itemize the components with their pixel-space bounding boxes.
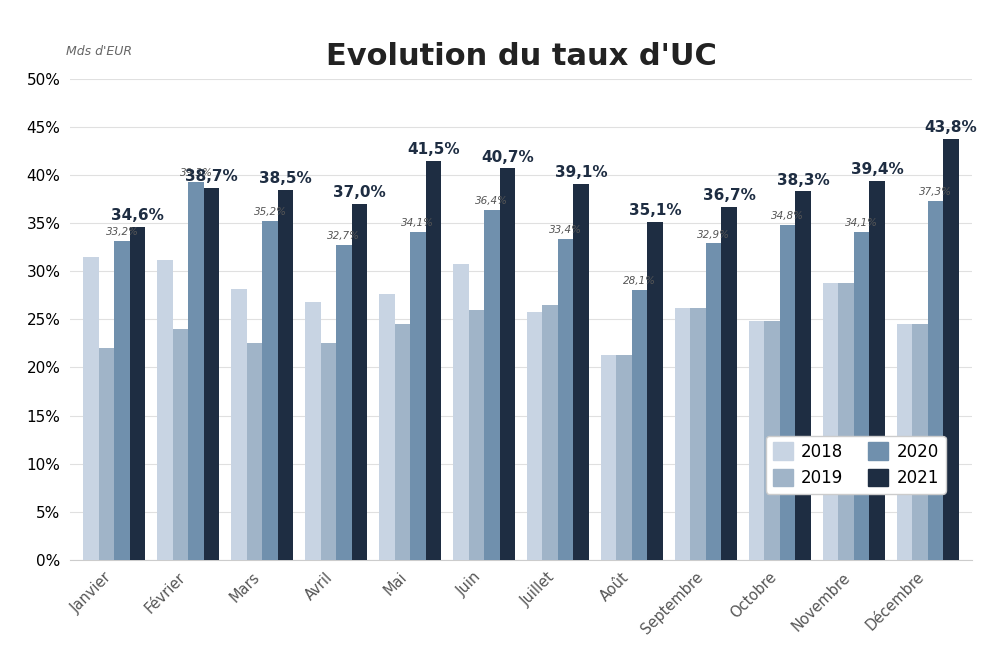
Bar [749, 321, 764, 560]
Bar [468, 310, 484, 560]
Text: 37,3%: 37,3% [919, 188, 952, 197]
Bar [854, 232, 869, 560]
Bar [675, 308, 691, 560]
Bar [912, 324, 928, 560]
Text: 41,5%: 41,5% [407, 142, 459, 157]
Text: 39,3%: 39,3% [179, 168, 212, 178]
Bar [188, 182, 204, 560]
Bar [425, 161, 441, 560]
Text: 35,2%: 35,2% [253, 207, 286, 217]
Text: 40,7%: 40,7% [480, 149, 534, 164]
Title: Evolution du taux d'UC: Evolution du taux d'UC [325, 42, 717, 71]
Bar [83, 257, 99, 560]
Bar [305, 302, 320, 560]
Bar [410, 232, 425, 560]
Text: 33,4%: 33,4% [550, 225, 583, 235]
Bar [499, 168, 516, 560]
Text: 37,0%: 37,0% [333, 185, 385, 200]
Bar [764, 321, 780, 560]
Bar [114, 241, 130, 560]
Text: 34,6%: 34,6% [111, 208, 164, 223]
Bar [351, 204, 367, 560]
Bar [838, 283, 854, 560]
Bar [601, 355, 617, 560]
Text: 43,8%: 43,8% [925, 120, 977, 135]
Text: 34,1%: 34,1% [401, 218, 434, 228]
Bar [632, 290, 648, 560]
Bar [99, 348, 114, 560]
Bar [780, 225, 795, 560]
Text: 33,2%: 33,2% [106, 227, 139, 237]
Bar [278, 190, 293, 560]
Bar [336, 245, 351, 560]
Bar [617, 355, 632, 560]
Bar [543, 305, 558, 560]
Bar [320, 343, 336, 560]
Bar [231, 289, 246, 560]
Text: 36,4%: 36,4% [475, 196, 509, 206]
Bar [722, 207, 737, 560]
Bar [173, 329, 188, 560]
Bar [691, 308, 706, 560]
Bar [379, 294, 394, 560]
Text: 38,3%: 38,3% [777, 172, 830, 188]
Bar [928, 201, 943, 560]
Text: 39,4%: 39,4% [851, 162, 903, 177]
Bar [394, 324, 410, 560]
Text: 38,7%: 38,7% [185, 169, 238, 184]
Text: 32,7%: 32,7% [327, 232, 360, 241]
Bar [795, 191, 811, 560]
Bar [648, 222, 663, 560]
Bar [558, 239, 574, 560]
Bar [157, 260, 173, 560]
Bar [869, 181, 885, 560]
Legend: 2018, 2019, 2020, 2021: 2018, 2019, 2020, 2021 [766, 436, 946, 494]
Text: Mds d'EUR: Mds d'EUR [65, 45, 131, 59]
Text: 36,7%: 36,7% [703, 188, 756, 203]
Bar [897, 324, 912, 560]
Bar [130, 227, 145, 560]
Bar [574, 184, 589, 560]
Text: 34,8%: 34,8% [771, 211, 804, 221]
Bar [823, 283, 838, 560]
Bar [204, 188, 219, 560]
Text: 38,5%: 38,5% [259, 170, 312, 186]
Text: 35,1%: 35,1% [629, 203, 682, 218]
Text: 32,9%: 32,9% [697, 230, 730, 240]
Bar [262, 221, 278, 560]
Text: 39,1%: 39,1% [555, 165, 608, 180]
Bar [453, 264, 468, 560]
Text: 28,1%: 28,1% [624, 276, 656, 286]
Bar [527, 312, 543, 560]
Bar [943, 139, 959, 560]
Text: 34,1%: 34,1% [845, 218, 878, 228]
Bar [484, 210, 499, 560]
Bar [706, 243, 722, 560]
Bar [246, 343, 262, 560]
